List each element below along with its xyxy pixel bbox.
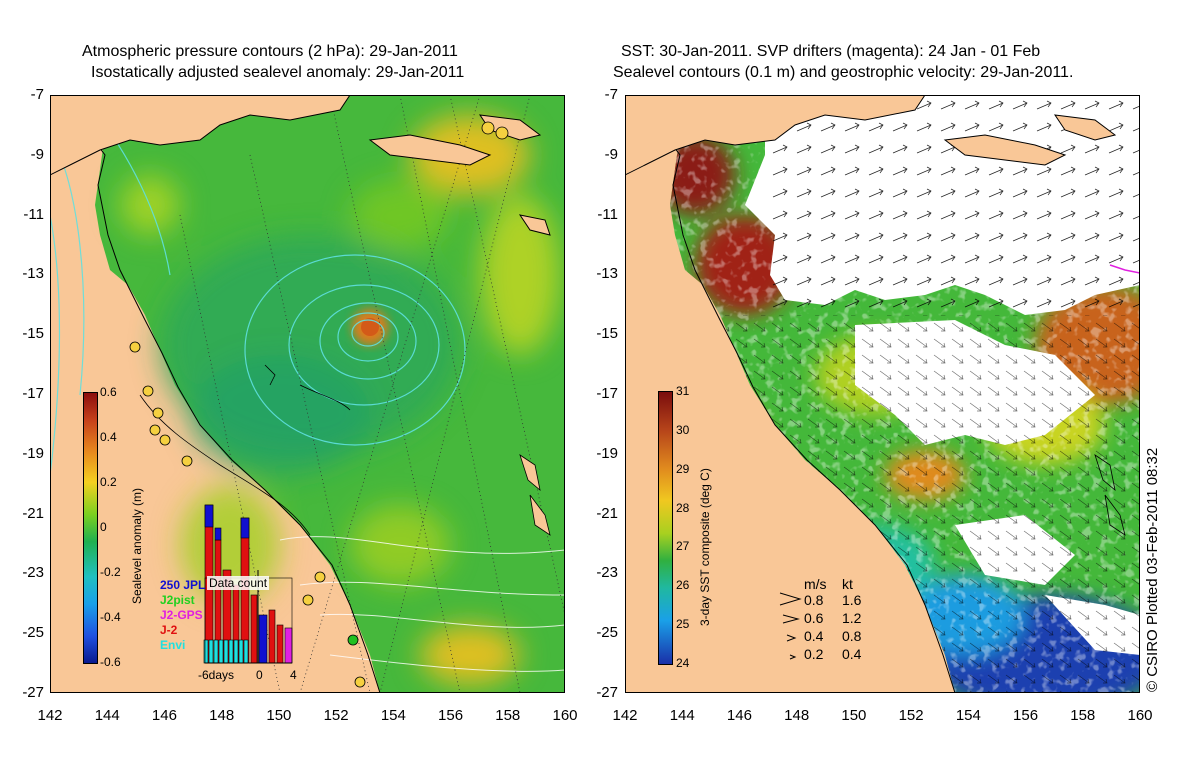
lat-tick: -21 (596, 504, 618, 522)
legend-entry: Envi (160, 638, 186, 652)
colorbar-tick: 0.4 (100, 430, 117, 444)
lat-tick: -27 (22, 684, 44, 701)
velocity-ms: 0.8 (804, 592, 824, 608)
left-title-line1: Atmospheric pressure contours (2 hPa): 2… (82, 43, 458, 60)
lon-tick: 158 (495, 707, 521, 724)
lon-tick: 150 (266, 707, 292, 724)
lon-tick: 152 (898, 707, 924, 724)
lon-tick: 144 (669, 707, 695, 724)
colorbar-tick: 26 (676, 578, 690, 593)
velocity-ms: 0.2 (804, 646, 824, 662)
lat-tick: -21 (22, 504, 44, 522)
lat-tick: -23 (596, 564, 618, 582)
velocity-kt: 1.6 (842, 592, 862, 608)
svp-drifter-track (1109, 264, 1140, 274)
lon-tick: 148 (784, 707, 810, 724)
colorbar-tick: -0.4 (100, 610, 121, 624)
lat-tick: -19 (22, 444, 44, 462)
lon-tick: 160 (1127, 707, 1153, 724)
lat-tick: -15 (22, 325, 44, 343)
lat-tick: -19 (596, 444, 618, 462)
velocity-ms: 0.4 (804, 628, 824, 644)
lat-tick: -11 (23, 205, 44, 223)
colorbar-tick: 27 (676, 539, 690, 554)
left-colorbar-label: Sealevel anomaly (m) (130, 487, 144, 604)
lat-tick: -17 (22, 385, 44, 402)
legend-axis-right: 4 (290, 668, 297, 682)
lon-tick: 158 (1070, 707, 1096, 724)
colorbar-tick: 0 (100, 520, 107, 534)
lon-tick: 156 (438, 707, 464, 724)
colorbar-tick: -0.6 (100, 655, 121, 669)
velocity-kt: 0.4 (842, 646, 862, 662)
colorbar-tick: 0.2 (100, 475, 117, 489)
right-colorbar-label: 3-day SST composite (deg C) (698, 468, 712, 626)
lat-tick: -13 (22, 265, 44, 283)
left-title-line2: Isostatically adjusted sealevel anomaly:… (91, 64, 465, 81)
colorbar-tick: 31 (676, 384, 690, 398)
right-map (625, 95, 1140, 693)
lat-tick: -15 (596, 325, 618, 343)
lat-tick: -9 (30, 145, 44, 163)
lon-tick: 142 (37, 707, 63, 724)
lat-tick: -27 (596, 684, 618, 701)
colorbar-tick: 28 (676, 500, 690, 515)
legend-axis-mid: 0 (256, 668, 263, 682)
lon-tick: 150 (841, 707, 867, 724)
right-title-line2: Sealevel contours (0.1 m) and geostrophi… (613, 64, 1074, 81)
colorbar-tick: 0.6 (100, 385, 117, 399)
lon-tick: 154 (380, 707, 406, 724)
lat-tick: -23 (22, 564, 44, 582)
velocity-kt: 0.8 (842, 628, 862, 644)
legend-entry: 250 JPL (160, 578, 206, 592)
lat-tick: -25 (596, 624, 618, 642)
velocity-header-ms: m/s (804, 576, 827, 592)
legend-title: Data count (207, 576, 270, 590)
lon-tick: 146 (726, 707, 752, 724)
legend-entry: J2pist (160, 593, 195, 607)
colorbar-tick: 24 (676, 656, 690, 670)
credit-label: © CSIRO Plotted 03-Feb-2011 08:32 (1144, 447, 1161, 692)
left-coastline (50, 129, 381, 693)
velocity-ms: 0.6 (804, 610, 824, 626)
lat-tick: -17 (596, 385, 618, 402)
lat-tick: -7 (604, 86, 618, 103)
colorbar-tick: 30 (676, 422, 690, 437)
lat-tick: -9 (604, 145, 618, 163)
lon-tick: 152 (323, 707, 349, 724)
legend-axis-left: -6days (198, 668, 235, 682)
right-colorbar (658, 391, 673, 665)
colorbar-tick: 25 (676, 617, 690, 632)
lon-tick: 148 (209, 707, 235, 724)
lon-tick: 160 (552, 707, 578, 724)
png-coast (50, 95, 351, 176)
lon-tick: 156 (1013, 707, 1039, 724)
colorbar-tick: -0.2 (100, 565, 121, 579)
velocity-header-kt: kt (842, 576, 853, 592)
left-map (50, 95, 565, 693)
lon-tick: 154 (955, 707, 981, 724)
right-title-line1: SST: 30-Jan-2011. SVP drifters (magenta)… (621, 43, 1041, 60)
legend-entry: J2-GPS (160, 608, 203, 622)
lat-tick: -13 (596, 265, 618, 283)
cyclone-core (361, 318, 379, 336)
lon-tick: 142 (612, 707, 638, 724)
left-colorbar (83, 392, 98, 664)
colorbar-tick: 29 (676, 461, 690, 476)
lon-tick: 146 (151, 707, 177, 724)
lon-tick: 144 (94, 707, 120, 724)
lat-tick: -25 (22, 624, 44, 642)
lat-tick: -7 (30, 86, 44, 103)
velocity-kt: 1.2 (842, 610, 862, 626)
lat-tick: -11 (597, 205, 618, 223)
legend-entry: J-2 (160, 623, 178, 637)
